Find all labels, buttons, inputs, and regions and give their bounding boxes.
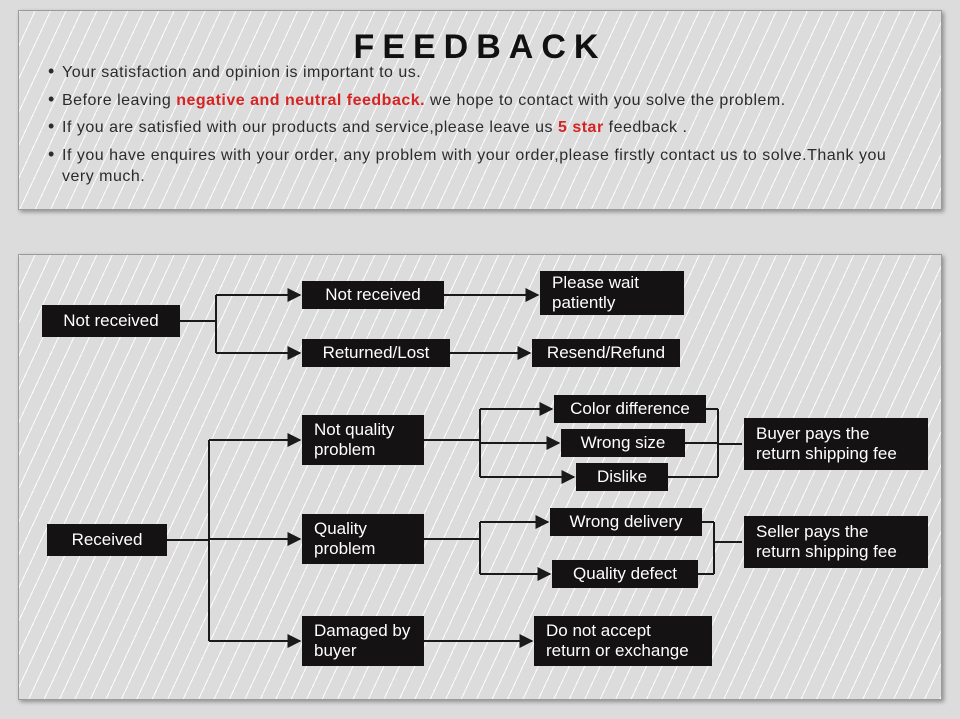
bullet-item: If you are satisfied with our products a…	[48, 117, 918, 139]
flow-node-label: Dislike	[597, 467, 647, 487]
flow-node-label: Resend/Refund	[547, 343, 665, 363]
bullet-item: If you have enquires with your order, an…	[48, 145, 918, 188]
bullet-text: Before leaving	[62, 92, 176, 109]
flow-node-label: Buyer pays the return shipping fee	[756, 424, 916, 463]
flow-node-r-dmg: Damaged by buyer	[302, 616, 424, 666]
flow-node-nr-notrecv: Not received	[302, 281, 444, 309]
bullet-item: Before leaving negative and neutral feed…	[48, 90, 918, 112]
flow-node-q-wrongdel: Wrong delivery	[550, 508, 702, 536]
flow-node-nr-resend: Resend/Refund	[532, 339, 680, 367]
flow-node-label: Returned/Lost	[323, 343, 430, 363]
flow-node-buyer-pays: Buyer pays the return shipping fee	[744, 418, 928, 470]
bullet-text: If you are satisfied with our products a…	[62, 119, 558, 136]
flow-node-label: Do not accept return or exchange	[546, 621, 700, 660]
flow-node-r-q: Quality problem	[302, 514, 424, 564]
flow-node-label: Color difference	[570, 399, 690, 419]
flow-node-label: Please wait patiently	[552, 273, 672, 312]
flow-node-received-root: Received	[47, 524, 167, 556]
bullet-text: we hope to contact with you solve the pr…	[425, 92, 786, 109]
flow-node-nr-retlost: Returned/Lost	[302, 339, 450, 367]
flow-node-label: Quality problem	[314, 519, 412, 558]
flow-node-label: Not received	[63, 311, 158, 331]
flow-node-label: Quality defect	[573, 564, 677, 584]
flow-node-nq-color: Color difference	[554, 395, 706, 423]
flow-node-nr-wait: Please wait patiently	[540, 271, 684, 315]
flow-node-label: Wrong delivery	[569, 512, 682, 532]
flow-node-label: Not received	[325, 285, 420, 305]
flow-node-nq-size: Wrong size	[561, 429, 685, 457]
bullet-text: If you have enquires with your order, an…	[62, 147, 886, 186]
flow-node-q-defect: Quality defect	[552, 560, 698, 588]
bullet-item: Your satisfaction and opinion is importa…	[48, 62, 918, 84]
flow-node-r-nq: Not quality problem	[302, 415, 424, 465]
flow-node-label: Seller pays the return shipping fee	[756, 522, 916, 561]
flow-node-label: Not quality problem	[314, 420, 412, 459]
flow-node-nq-dislike: Dislike	[576, 463, 668, 491]
flow-node-seller-pays: Seller pays the return shipping fee	[744, 516, 928, 568]
flow-node-dmg-result: Do not accept return or exchange	[534, 616, 712, 666]
flow-node-not-received-root: Not received	[42, 305, 180, 337]
bullet-text: Your satisfaction and opinion is importa…	[62, 64, 421, 81]
flow-node-label: Wrong size	[581, 433, 666, 453]
bullet-emphasis: 5 star	[558, 119, 604, 136]
flow-node-label: Received	[72, 530, 143, 550]
flow-node-label: Damaged by buyer	[314, 621, 412, 660]
bullet-emphasis: negative and neutral feedback.	[176, 92, 425, 109]
feedback-bullets: Your satisfaction and opinion is importa…	[48, 62, 918, 194]
bullet-text: feedback .	[604, 119, 688, 136]
